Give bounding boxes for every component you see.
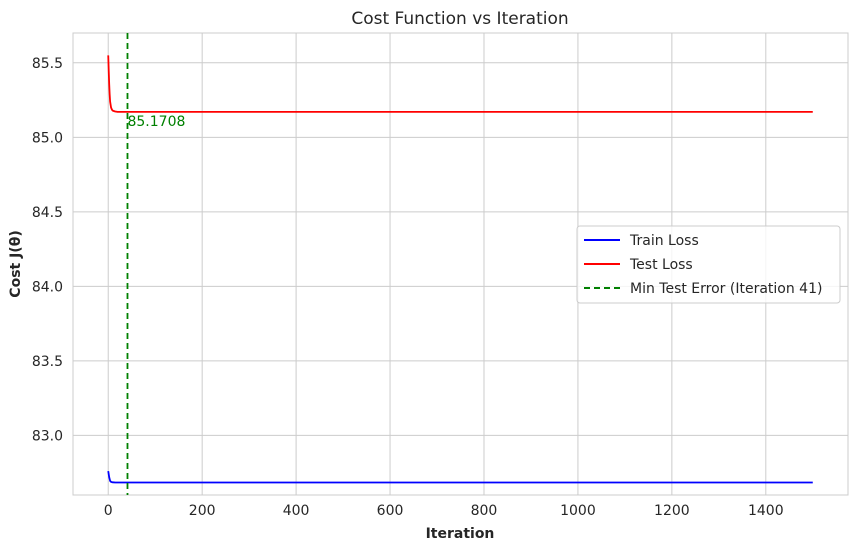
y-tick-label: 84.0 [32, 279, 63, 295]
legend-label-test-loss: Test Loss [629, 257, 693, 273]
y-tick-label: 83.5 [32, 354, 63, 370]
x-tick-label: 1400 [748, 503, 784, 519]
y-tick-label: 85.5 [32, 56, 63, 72]
x-tick-label: 1200 [654, 503, 690, 519]
min-test-error-annotation: 85.1708 [127, 114, 185, 130]
legend: Train Loss Test Loss Min Test Error (Ite… [576, 225, 841, 304]
legend-label-min-test-error: Min Test Error (Iteration 41) [630, 281, 822, 297]
test-loss-line [107, 55, 813, 113]
grid [73, 33, 848, 495]
x-tick-label: 1000 [560, 503, 596, 519]
y-axis-title: Cost J(θ) [8, 230, 24, 297]
train-loss-line [107, 471, 813, 484]
x-tick-label: 400 [283, 503, 310, 519]
x-tick-label: 800 [471, 503, 498, 519]
legend-box [576, 225, 841, 304]
series-lines [107, 33, 813, 495]
y-ticks: 83.0 83.5 84.0 84.5 85.0 85.5 [32, 56, 63, 445]
x-tick-label: 600 [377, 503, 404, 519]
x-tick-label: 0 [104, 503, 113, 519]
x-ticks: 0 200 400 600 800 1000 1200 1400 [104, 503, 784, 519]
chart-title: Cost Function vs Iteration [351, 9, 568, 29]
x-axis-title: Iteration [426, 526, 495, 542]
x-tick-label: 200 [189, 503, 216, 519]
y-tick-label: 83.0 [32, 428, 63, 444]
y-tick-label: 85.0 [32, 130, 63, 146]
legend-label-train-loss: Train Loss [629, 233, 699, 249]
y-tick-label: 84.5 [32, 205, 63, 221]
